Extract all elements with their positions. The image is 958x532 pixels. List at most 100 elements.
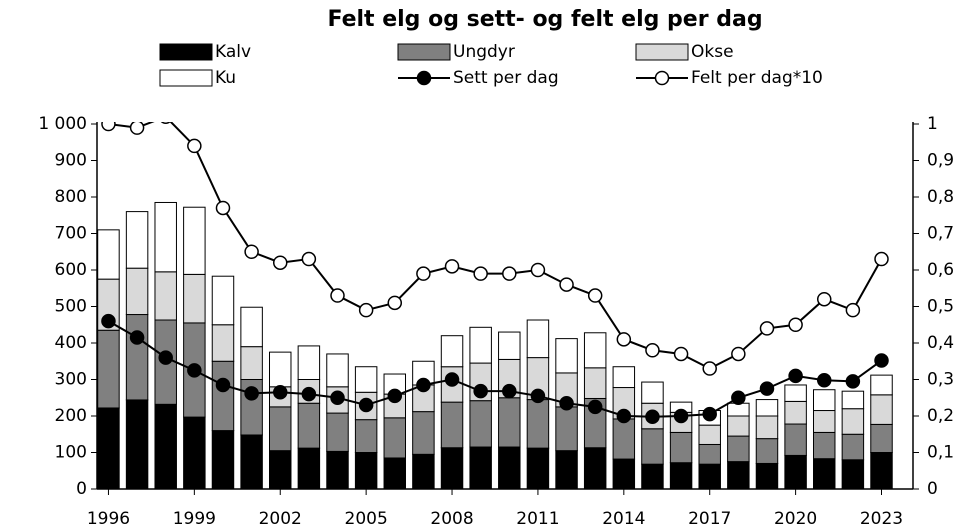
y-tick-label: 100 [55, 443, 87, 463]
marker [215, 200, 231, 216]
marker [788, 368, 803, 384]
bar [727, 435, 750, 463]
marker [616, 408, 632, 424]
marker [731, 390, 746, 405]
x-tick-label: 2011 [516, 509, 559, 529]
marker [272, 385, 288, 400]
bar [240, 434, 263, 490]
bar [698, 463, 721, 490]
bar [183, 273, 206, 324]
bar [97, 407, 120, 490]
marker [330, 288, 345, 303]
y2-tick-label: 0,2 [927, 406, 954, 426]
y2-tick-label: 0,8 [927, 187, 954, 207]
legend-swatch [159, 69, 213, 87]
bar [326, 412, 349, 452]
marker [731, 346, 746, 362]
marker [444, 259, 460, 274]
y-tick-label: 400 [55, 333, 87, 353]
x-tick-label: 2005 [345, 509, 388, 529]
bar [870, 452, 893, 490]
marker [559, 277, 574, 292]
bar [870, 394, 893, 425]
marker [702, 406, 717, 422]
y2-tick-label: 0,3 [927, 370, 954, 390]
bar [97, 229, 120, 280]
bar [154, 201, 177, 273]
bar [498, 397, 521, 448]
y2-tick-label: 0,6 [927, 260, 954, 280]
bar [125, 399, 149, 490]
bar [154, 403, 177, 490]
legend-label: Ungdyr [453, 42, 515, 62]
bar [297, 345, 321, 381]
bar [297, 447, 321, 490]
bar [125, 314, 149, 401]
marker [874, 251, 889, 267]
bar [240, 306, 263, 348]
bar [240, 346, 263, 380]
marker [187, 363, 202, 378]
y-tick-label: 500 [55, 297, 87, 317]
marker [244, 386, 259, 401]
marker [645, 343, 660, 358]
bar [383, 457, 407, 490]
marker [244, 244, 259, 259]
marker [759, 381, 775, 396]
y-tick-label: 900 [55, 151, 87, 171]
bar [870, 374, 893, 396]
bar [383, 417, 407, 459]
bar [555, 450, 578, 490]
marker [702, 361, 717, 376]
bar [813, 431, 836, 460]
marker [387, 295, 403, 311]
bar [354, 419, 378, 453]
marker [101, 122, 116, 132]
y-tick-label: 300 [55, 370, 87, 390]
bar [612, 366, 636, 389]
bar [297, 402, 321, 449]
marker [101, 313, 116, 329]
x-tick-label: 2020 [774, 509, 817, 529]
marker [215, 377, 231, 393]
bar [727, 461, 750, 490]
legend-marker [654, 70, 670, 86]
lines [101, 122, 889, 424]
y-tick-label: 700 [55, 224, 87, 244]
bar [784, 400, 807, 425]
x-tick-label: 2017 [688, 509, 731, 529]
marker [330, 390, 345, 405]
marker [816, 291, 832, 307]
bar [440, 401, 464, 449]
bar [583, 367, 607, 399]
bar [469, 326, 492, 364]
marker [816, 372, 832, 388]
bar [841, 459, 865, 490]
bar [813, 410, 836, 433]
legend-label: Felt per dag*10 [691, 68, 823, 88]
marker [301, 386, 317, 402]
marker [358, 397, 374, 413]
bar [440, 447, 464, 490]
y2-tick-label: 0,5 [927, 297, 954, 317]
bar [669, 462, 693, 490]
bar [97, 329, 120, 409]
bar [698, 443, 721, 465]
bar [583, 447, 607, 490]
marker [502, 383, 517, 399]
marker [845, 302, 861, 318]
bar [211, 275, 235, 326]
bar [727, 402, 750, 417]
bar [354, 452, 378, 490]
bar [269, 351, 292, 388]
marker [160, 122, 171, 124]
marker [129, 330, 145, 345]
legend-label: Sett per dag [453, 68, 559, 88]
marker [416, 377, 431, 393]
y-tick-label: 0 [76, 479, 87, 499]
bar [841, 433, 865, 461]
marker [673, 408, 689, 424]
y2-tick-label: 0 [927, 479, 938, 499]
bar [784, 423, 807, 456]
